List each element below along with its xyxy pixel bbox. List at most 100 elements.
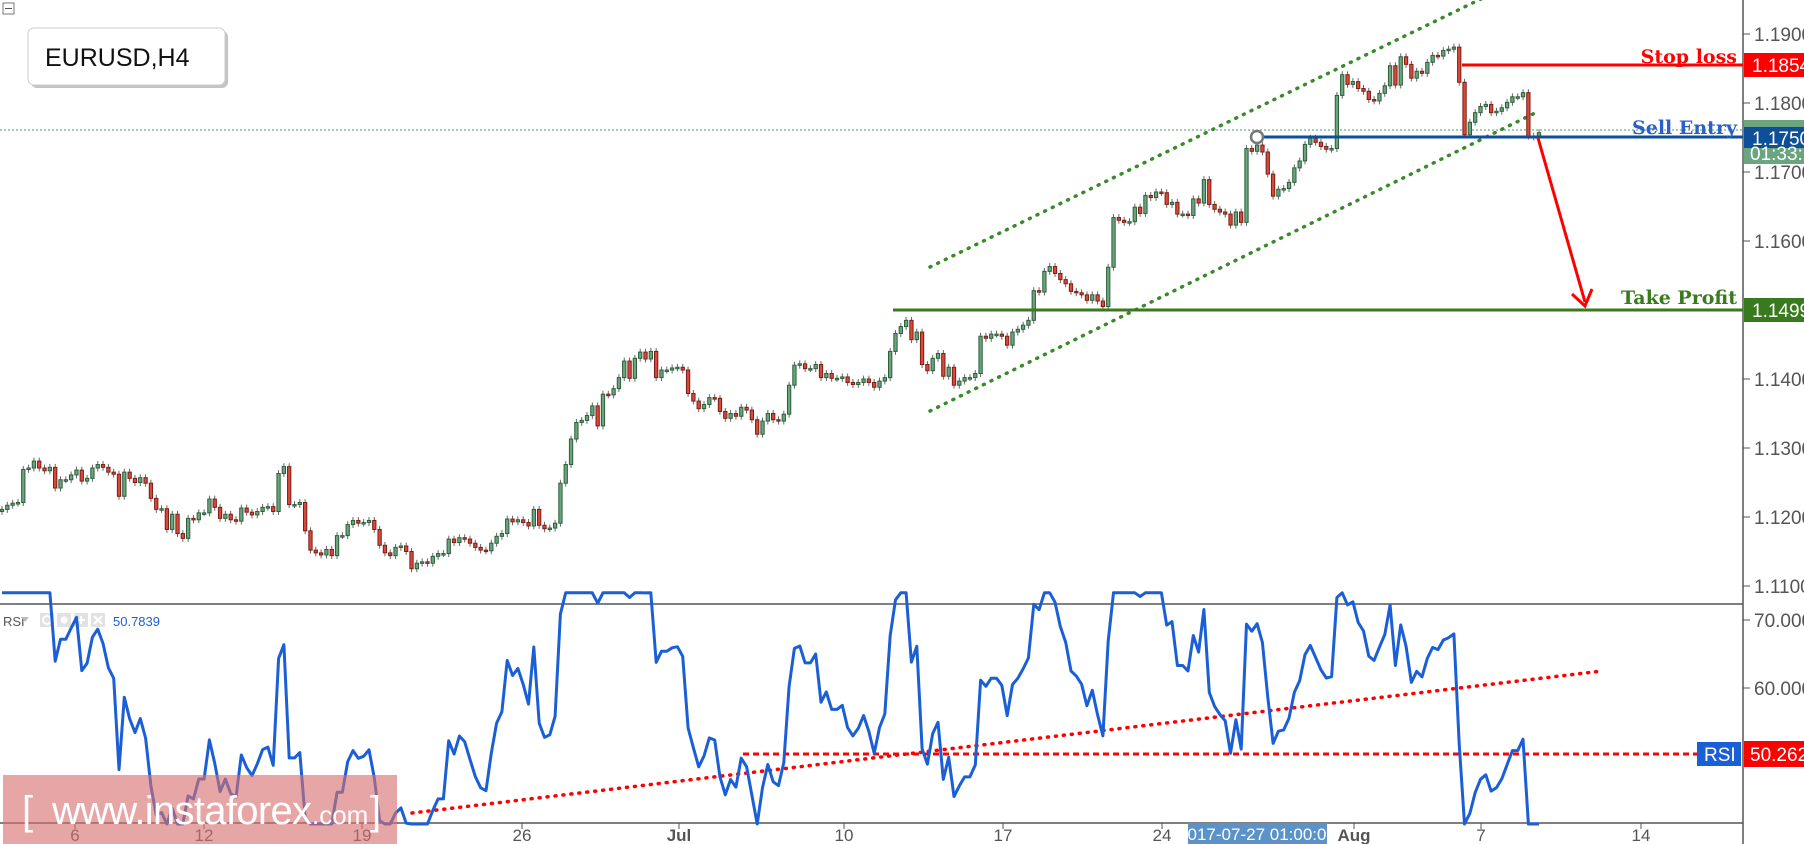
candle-body-up <box>1026 319 1031 326</box>
candle <box>515 516 521 526</box>
candle-body-up <box>962 377 967 382</box>
candle-body-up <box>31 460 37 469</box>
candle-body-up <box>90 467 95 479</box>
candle <box>1180 210 1185 218</box>
candle <box>1047 263 1052 275</box>
candle <box>1042 267 1047 296</box>
candle <box>547 524 552 533</box>
candle-body-up <box>1302 143 1308 162</box>
candle <box>1137 203 1143 217</box>
candle-body-down <box>1079 292 1084 296</box>
candle <box>781 410 786 425</box>
candle <box>973 370 978 382</box>
candle-body-down <box>308 530 313 551</box>
candle <box>627 357 632 382</box>
candle-body-up <box>47 466 53 472</box>
candle <box>1212 200 1217 213</box>
candle <box>159 505 164 513</box>
line-anchor-handle[interactable] <box>1249 129 1265 145</box>
candle <box>233 516 239 525</box>
candle-body-up <box>1350 81 1356 85</box>
candle <box>457 534 462 546</box>
candle-body-down <box>425 561 430 564</box>
price-tick-label: 1.14000 <box>1754 370 1804 391</box>
rsi-header-value: 50.7839 <box>113 614 160 629</box>
rsi-dropdown-icon[interactable] <box>21 617 29 622</box>
price-axis[interactable]: 1.19000 1.18000 1.17000 1.16000 1.14000 1.130… <box>1743 25 1804 598</box>
candle-body-up <box>957 380 962 386</box>
candle <box>170 510 175 533</box>
candle <box>558 479 563 527</box>
candle-body-down <box>1122 219 1127 223</box>
candle <box>350 517 356 529</box>
time-tick-label: Jul <box>667 826 692 844</box>
candle <box>1090 291 1095 304</box>
candle <box>1010 328 1015 349</box>
candle <box>776 416 781 425</box>
candle-body-up <box>1127 221 1132 224</box>
candle-body-up <box>547 527 552 531</box>
candle <box>1217 205 1223 216</box>
candle-body-up <box>903 319 909 328</box>
candle <box>191 514 196 524</box>
candle <box>808 365 813 373</box>
candle <box>1260 141 1265 156</box>
candle-body-down <box>1457 46 1462 83</box>
candle <box>1249 145 1254 155</box>
candle <box>1239 208 1244 226</box>
candle <box>1435 51 1441 60</box>
candle-body-down <box>717 397 723 412</box>
candle-body-up <box>1478 105 1483 114</box>
minimize-icon[interactable] <box>2 2 15 15</box>
candle <box>1419 67 1425 77</box>
candle-body-up <box>584 415 590 421</box>
candle <box>994 330 999 338</box>
candle <box>302 499 308 535</box>
channel-upper-line[interactable] <box>928 0 1487 269</box>
candle-body-up <box>914 331 919 341</box>
rsi-axis[interactable]: 70.0000 60.0000 <box>1743 611 1804 700</box>
candle-body-down <box>467 538 473 544</box>
candle-body-down <box>1249 148 1254 152</box>
candle <box>1058 269 1063 284</box>
candle <box>446 535 451 558</box>
candle <box>1393 62 1398 89</box>
candle <box>435 550 441 560</box>
candle <box>1063 276 1068 288</box>
target-arrow[interactable] <box>1536 137 1594 309</box>
candle <box>10 499 15 509</box>
candle <box>372 517 377 533</box>
candle <box>31 457 37 472</box>
candle <box>430 552 435 567</box>
price-tick-label: 1.13000 <box>1754 439 1804 460</box>
candle <box>632 354 638 382</box>
candle <box>90 464 95 482</box>
candle-body-up <box>558 482 563 524</box>
candle-body-down <box>1265 151 1270 175</box>
price-tick-label: 1.19000 <box>1754 25 1804 46</box>
candle <box>1350 78 1356 88</box>
candle-body-down <box>42 467 47 472</box>
candle-body-down <box>1260 144 1265 153</box>
candle <box>1398 53 1403 89</box>
candle <box>404 542 409 555</box>
candle-body-up <box>813 364 818 370</box>
candle <box>1515 93 1520 101</box>
candle <box>1409 60 1414 82</box>
candle-body-up <box>611 388 616 396</box>
candle-body-up <box>739 406 744 417</box>
candle-body-up <box>622 360 627 379</box>
candle-body-down <box>919 331 925 366</box>
candle <box>425 558 430 567</box>
candle-body-down <box>451 538 457 544</box>
candle <box>951 363 957 389</box>
candle <box>983 332 989 342</box>
rsi-trendline[interactable] <box>410 669 1604 815</box>
candle-body-up <box>366 519 372 524</box>
candle <box>287 463 292 509</box>
candle <box>1499 104 1504 115</box>
channel-lower-line[interactable] <box>928 111 1537 413</box>
candle-body-up <box>648 350 653 360</box>
candle <box>1005 332 1010 349</box>
